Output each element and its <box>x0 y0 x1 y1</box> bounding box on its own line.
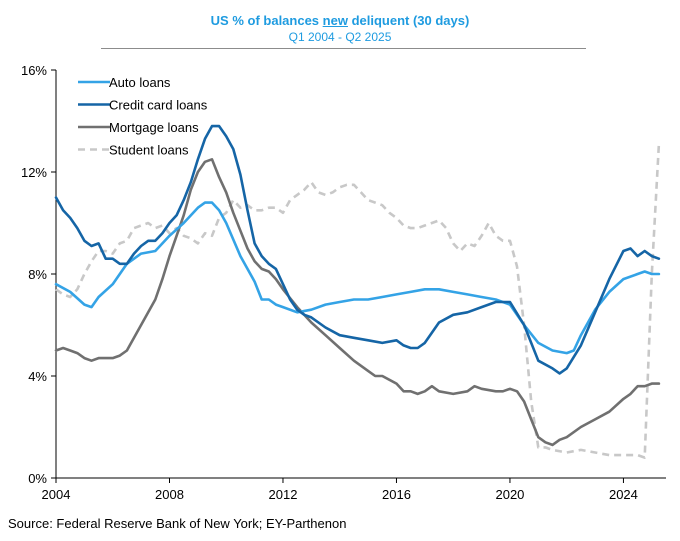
chart-title-pre: US % of balances <box>210 13 323 28</box>
y-tick-label: 0% <box>28 471 47 486</box>
chart-title-post: deliquent (30 days) <box>347 13 470 28</box>
series-line-student-loans <box>55 143 661 459</box>
y-tick-label: 12% <box>21 165 47 180</box>
series-line-mortgage-loans <box>54 158 661 447</box>
x-tick-label: 2004 <box>42 487 71 502</box>
x-tick-label: 2016 <box>382 487 411 502</box>
legend-label: Mortgage loans <box>109 120 199 135</box>
legend-label: Credit card loans <box>109 98 208 113</box>
chart-title-underlined: new <box>322 13 348 28</box>
x-tick-label: 2012 <box>269 487 298 502</box>
x-tick-label: 2024 <box>609 487 638 502</box>
y-tick-label: 4% <box>28 369 47 384</box>
legend-label: Auto loans <box>109 75 171 90</box>
chart-title: US % of balances new deliquent (30 days) <box>0 13 680 29</box>
axes: 0% 4% 8% 12% 16% 2004 2008 2012 2016 2020 2024 <box>21 63 666 502</box>
series-group <box>54 124 661 459</box>
legend: Auto loans Credit card loans Mortgage loan… <box>78 75 208 158</box>
source-note: Source: Federal Reserve Bank of New York… <box>8 516 347 531</box>
series-line-auto-loans <box>54 201 661 355</box>
series-line-credit-card-loans <box>54 124 661 375</box>
x-tick-label: 2020 <box>495 487 524 502</box>
x-tick-label: 2008 <box>155 487 184 502</box>
y-tick-label: 16% <box>21 63 47 78</box>
title-rule <box>101 48 586 49</box>
y-tick-label: 8% <box>28 267 47 282</box>
legend-label: Student loans <box>109 143 189 158</box>
chart-subtitle: Q1 2004 - Q2 2025 <box>288 30 392 44</box>
